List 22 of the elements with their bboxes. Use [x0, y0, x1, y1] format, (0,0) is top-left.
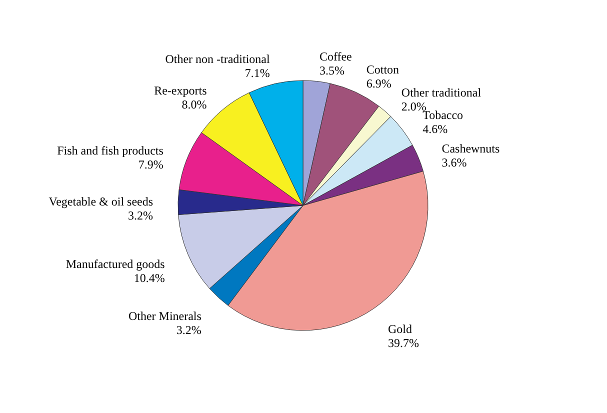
- slice-label: Cashewnuts: [442, 141, 500, 156]
- data-label: 3.5%: [319, 63, 344, 78]
- slice-label: Other Minerals: [128, 308, 202, 323]
- slice-label: Other traditional: [401, 85, 482, 100]
- slice-label: Coffee: [319, 49, 352, 64]
- data-label: 3.2%: [176, 322, 202, 337]
- slice-label: Fish and fish products: [57, 144, 164, 158]
- slice-label: Manufactured goods: [66, 256, 166, 271]
- slice-label: Gold: [388, 322, 412, 336]
- data-label: 3.6%: [442, 155, 467, 170]
- data-label: 8.0%: [182, 97, 207, 112]
- slice-label: Other non -traditional: [165, 52, 271, 66]
- data-label: 7.9%: [138, 158, 164, 172]
- slice-label: Vegetable & oil seeds: [48, 194, 154, 208]
- slice-label: Re-exports: [154, 83, 208, 98]
- data-label: 7.1%: [244, 66, 270, 80]
- slice-label: Cotton: [366, 62, 400, 77]
- data-label: 39.7%: [388, 336, 420, 350]
- data-label: 3.2%: [128, 208, 154, 222]
- data-label: 6.9%: [366, 76, 392, 91]
- data-label: 10.4%: [134, 270, 165, 285]
- data-label: 4.6%: [422, 122, 448, 136]
